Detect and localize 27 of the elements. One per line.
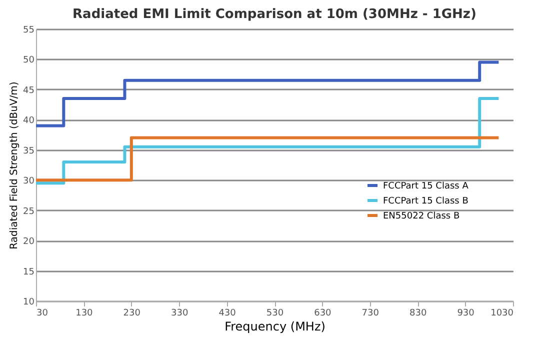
y-tick-label: 30 — [23, 176, 35, 187]
legend-label: EN55022 Class B — [383, 212, 460, 222]
y-tick-label: 40 — [23, 116, 35, 126]
x-tick-label: 230 — [123, 308, 141, 318]
y-axis-title: Radiated Field Strength (dBuV/m) — [9, 82, 20, 250]
x-tick-label: 730 — [362, 308, 380, 318]
legend-label: FCCPart 15 Class B — [383, 196, 468, 206]
x-tick-label: 430 — [218, 308, 236, 318]
y-tick-label: 55 — [23, 26, 34, 36]
y-tick-label: 15 — [23, 267, 34, 278]
x-tick-label: 130 — [76, 308, 94, 318]
x-tick-label: 530 — [266, 308, 284, 318]
x-tick-label: 830 — [410, 308, 427, 318]
legend-label: FCCPart 15 Class A — [383, 182, 470, 192]
y-tick-label: 50 — [23, 56, 35, 66]
y-tick-label: 45 — [23, 86, 34, 96]
chart-title: Radiated EMI Limit Comparison at 10m (30MHz - 1GHz) — [72, 7, 476, 22]
y-tick-label: 25 — [23, 206, 34, 217]
x-tick-label: 630 — [314, 308, 332, 318]
y-tick-label: 20 — [23, 237, 35, 248]
x-tick-label: 330 — [171, 308, 188, 318]
x-tick-label: 1030 — [490, 308, 514, 318]
x-tick-label: 30 — [36, 308, 48, 318]
y-tick-label: 35 — [23, 146, 34, 156]
x-tick-label: 930 — [457, 308, 475, 318]
y-tick-label: 10 — [23, 298, 35, 308]
x-axis-title: Frequency (MHz) — [224, 320, 326, 334]
